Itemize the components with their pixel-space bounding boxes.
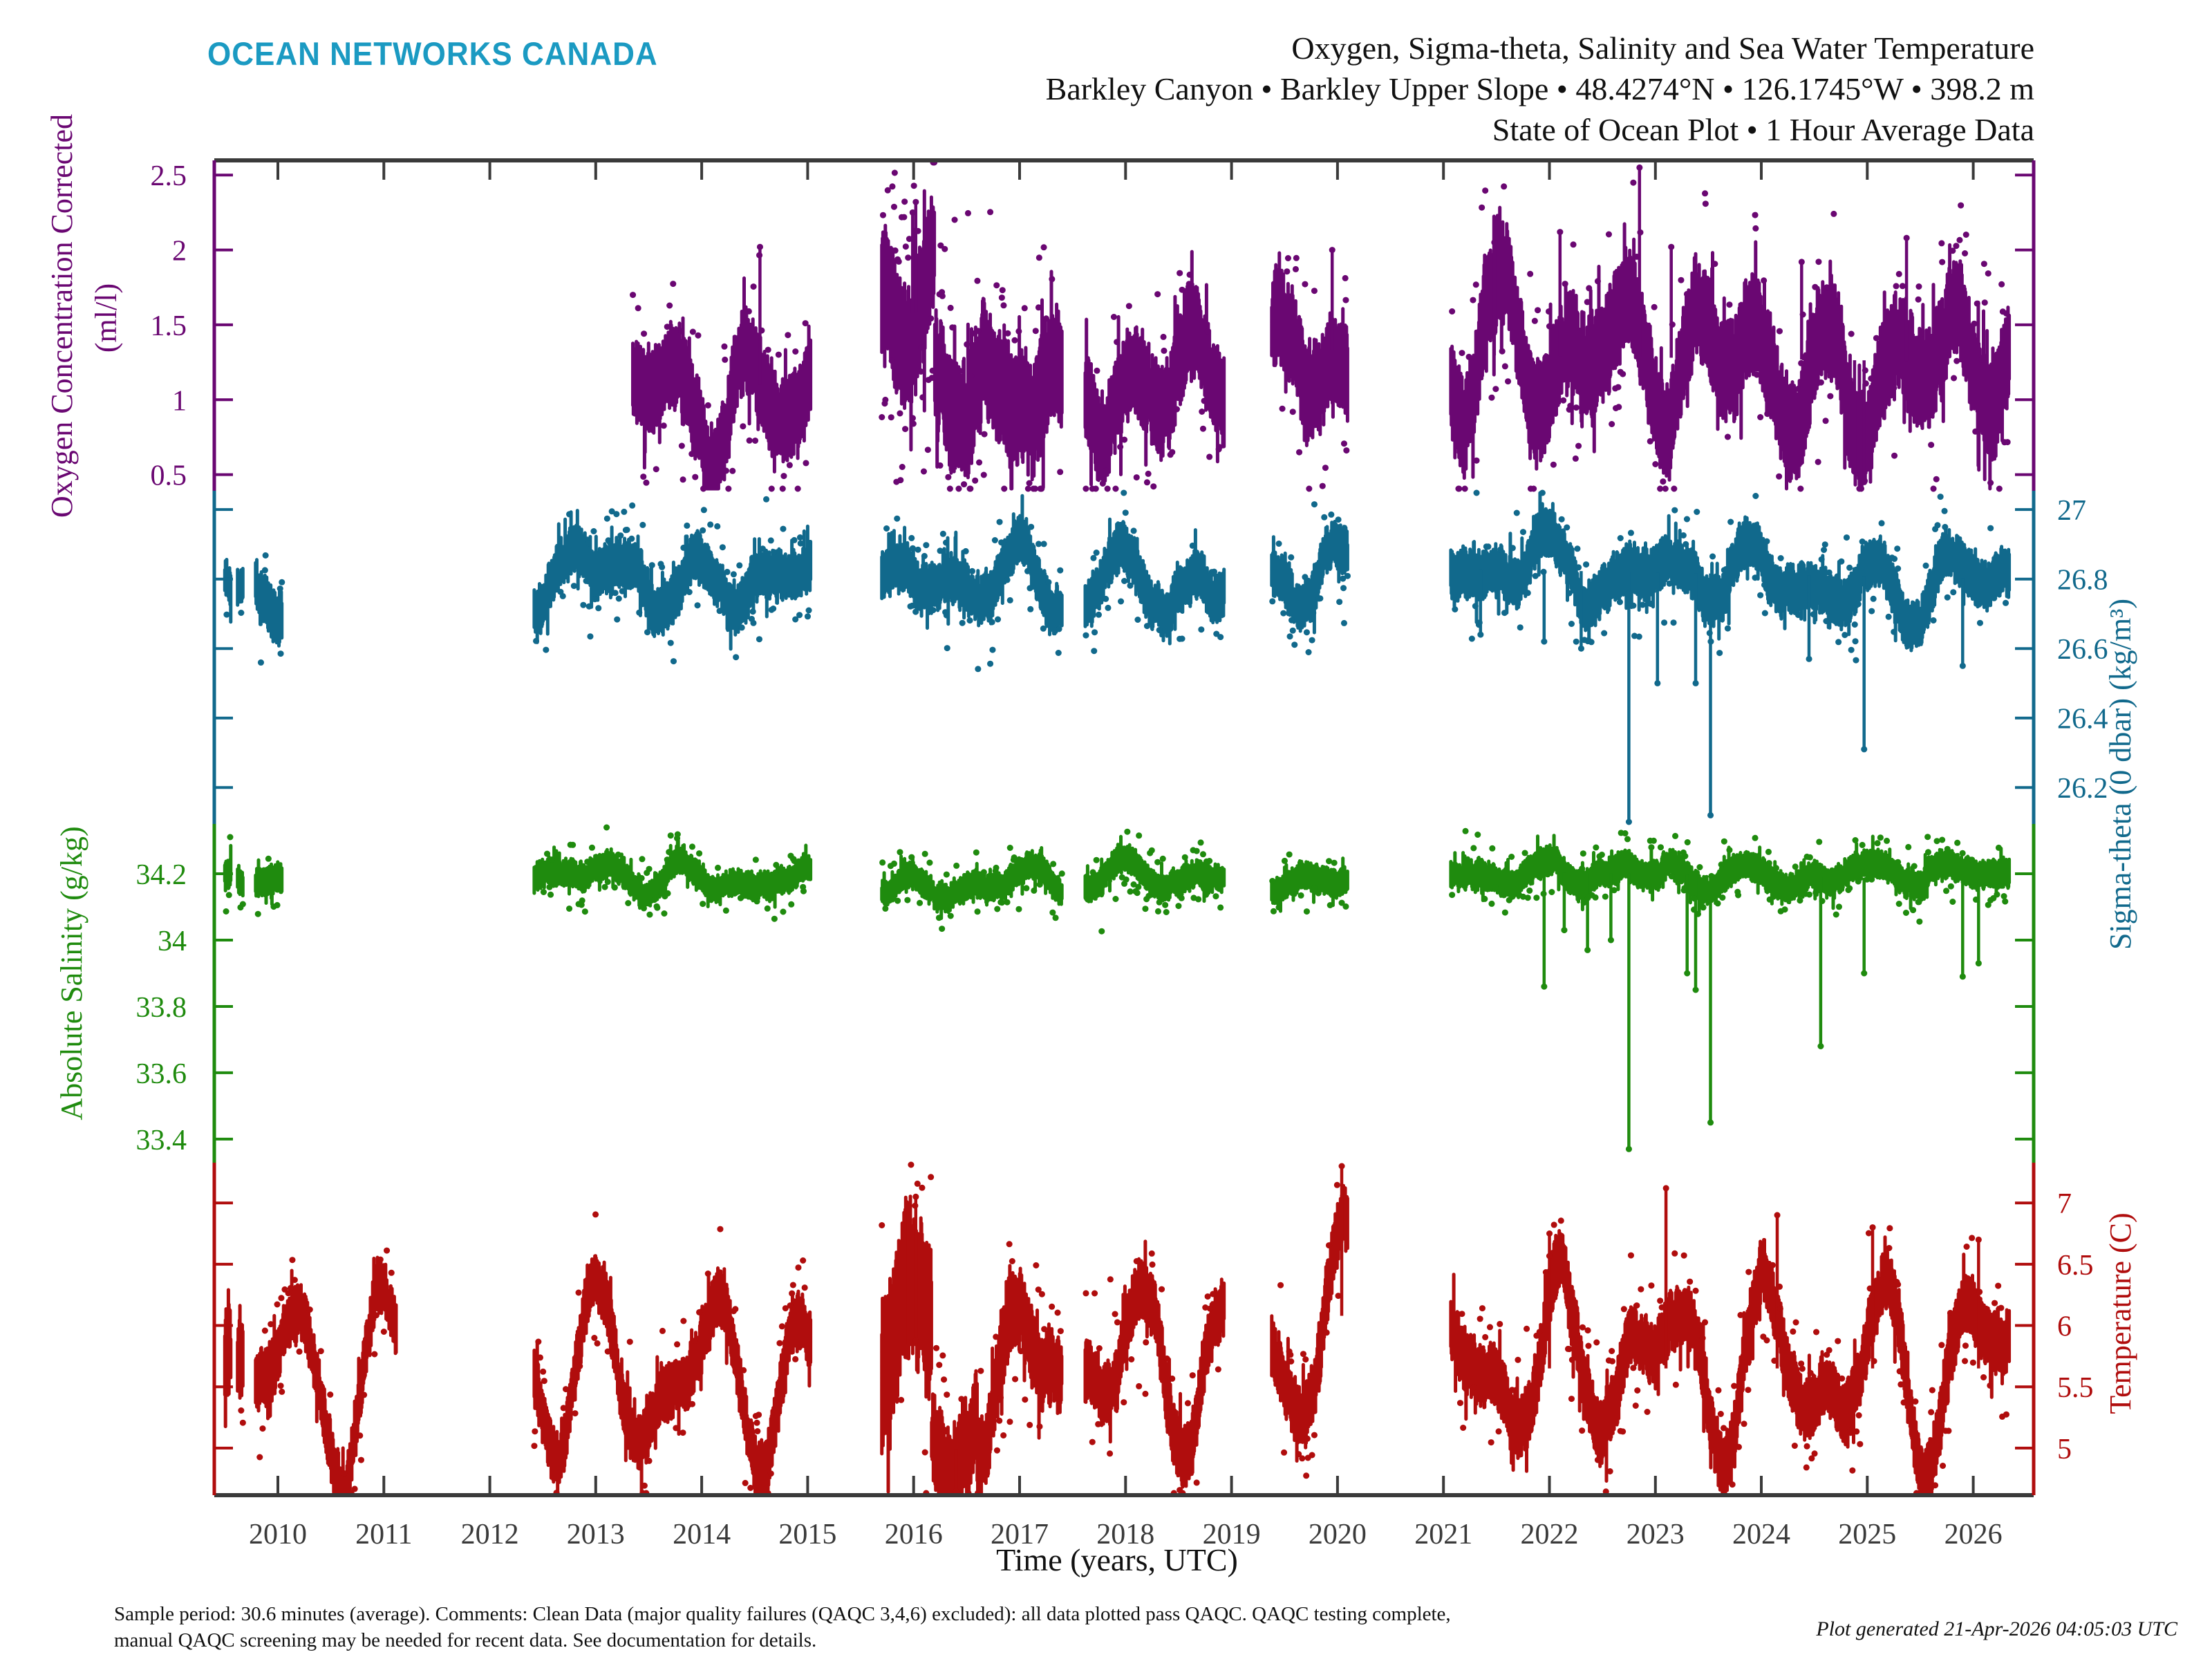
salinity-outlier-dots bbox=[223, 824, 2009, 1152]
sigma_theta-tick-label: 26.4 bbox=[2057, 704, 2108, 735]
salinity-tick-label: 34.2 bbox=[136, 859, 187, 891]
sigma_theta-data-points bbox=[223, 491, 2012, 653]
x-tick-label: 2020 bbox=[1309, 1519, 1367, 1550]
temperature-axis-spine bbox=[212, 1163, 2036, 1495]
temperature-data-points bbox=[223, 1183, 2012, 1495]
generated-timestamp: Plot generated 21-Apr-2026 04:05:03 UTC bbox=[1816, 1618, 2177, 1640]
temperature-tick-label: 6 bbox=[2057, 1311, 2072, 1343]
salinity-tick-label: 33.6 bbox=[136, 1058, 187, 1090]
x-tick-label: 2018 bbox=[1096, 1519, 1154, 1550]
oxygen-tick-label: 2 bbox=[172, 236, 187, 268]
onc-logo: OCEAN NETWORKS CANADA bbox=[207, 36, 658, 73]
plot-title-line1: Oxygen, Sigma-theta, Salinity and Sea Wa… bbox=[1291, 30, 2034, 66]
x-tick-label: 2013 bbox=[567, 1519, 625, 1550]
oxygen-tick-label: 1 bbox=[172, 385, 187, 417]
x-tick-marks bbox=[276, 160, 1975, 1495]
temperature-spikes bbox=[906, 1166, 1980, 1491]
footnote-line2: manual QAQC screening may be needed for … bbox=[114, 1629, 817, 1651]
temperature-tick-label: 7 bbox=[2057, 1188, 2072, 1220]
oxygen-tick-label: 0.5 bbox=[151, 460, 187, 492]
sigma_theta-tick-marks bbox=[214, 508, 2034, 789]
axis-label-layer: Oxygen Concentration Corrected (ml/l) Si… bbox=[45, 114, 2137, 1577]
plot-frame bbox=[214, 158, 2034, 1497]
x-tick-label: 2011 bbox=[355, 1519, 412, 1550]
sigma_theta-axis-spine bbox=[212, 491, 2036, 824]
x-tick-label: 2012 bbox=[461, 1519, 519, 1550]
salinity-axis-spine bbox=[212, 824, 2036, 1163]
plot-title-line3: State of Ocean Plot • 1 Hour Average Dat… bbox=[1492, 112, 2034, 147]
temperature-tick-label: 6.5 bbox=[2057, 1250, 2094, 1282]
sigma-theta-axis-label: Sigma-theta (0 dbar) (kg/m³) bbox=[2103, 599, 2137, 950]
footnote: Sample period: 30.6 minutes (average). C… bbox=[114, 1601, 1451, 1653]
salinity-tick-label: 34 bbox=[158, 926, 187, 957]
x-tick-label: 2019 bbox=[1203, 1519, 1261, 1550]
footnote-line1: Sample period: 30.6 minutes (average). C… bbox=[114, 1603, 1451, 1625]
sigma_theta-spikes bbox=[1479, 569, 1965, 822]
oxygen-tick-label: 1.5 bbox=[151, 310, 187, 342]
temperature-tick-label: 5 bbox=[2057, 1434, 2072, 1465]
x-tick-label: 2017 bbox=[991, 1519, 1049, 1550]
sigma_theta-tick-label: 27 bbox=[2057, 495, 2086, 527]
oxygen-axis-units-label: (ml/l) bbox=[89, 283, 123, 353]
oxygen-tick-marks bbox=[214, 174, 2034, 476]
x-tick-label: 2024 bbox=[1732, 1519, 1790, 1550]
x-tick-label: 2010 bbox=[249, 1519, 307, 1550]
salinity-tick-label: 33.4 bbox=[136, 1125, 187, 1156]
x-tick-label: 2015 bbox=[778, 1519, 836, 1550]
sigma_theta-tick-label: 26.6 bbox=[2057, 634, 2108, 666]
x-tick-label: 2016 bbox=[885, 1519, 943, 1550]
salinity-spikes bbox=[1542, 872, 1980, 1150]
sigma_theta-tick-label: 26.2 bbox=[2057, 773, 2108, 805]
salinity-axis-label: Absolute Salinity (g/kg) bbox=[55, 826, 88, 1120]
temperature-tick-label: 5.5 bbox=[2057, 1372, 2094, 1404]
oxygen-axis-label: Oxygen Concentration Corrected bbox=[45, 114, 79, 518]
oxygen-outlier-dots bbox=[630, 159, 2011, 492]
x-tick-label: 2014 bbox=[673, 1519, 731, 1550]
oxygen-tick-label: 2.5 bbox=[151, 160, 187, 192]
oxygen-spikes bbox=[758, 167, 1909, 482]
data-layer bbox=[223, 159, 2012, 1497]
x-tick-label: 2022 bbox=[1521, 1519, 1579, 1550]
sigma_theta-tick-label: 26.8 bbox=[2057, 565, 2108, 597]
axis-layer: 2.5 2 1.5 1 0.5 27 26.8 26.6 26.4 26.2 34.2 34 33.8 3… bbox=[136, 158, 2108, 1550]
x-tick-label: 2023 bbox=[1627, 1519, 1685, 1550]
x-tick-label: 2021 bbox=[1414, 1519, 1472, 1550]
plot-title-block: Oxygen, Sigma-theta, Salinity and Sea Wa… bbox=[1046, 28, 2034, 150]
x-axis-label: Time (years, UTC) bbox=[996, 1542, 1238, 1577]
plot-title-line2: Barkley Canyon • Barkley Upper Slope • 4… bbox=[1045, 71, 2034, 106]
temperature-tick-marks bbox=[214, 1201, 2034, 1450]
salinity-tick-label: 33.8 bbox=[136, 992, 187, 1024]
sigma_theta-outlier-dots bbox=[223, 489, 2009, 825]
x-tick-label: 2025 bbox=[1838, 1519, 1896, 1550]
x-tick-label: 2026 bbox=[1944, 1519, 2003, 1550]
temperature-axis-label: Temperature (C) bbox=[2103, 1212, 2137, 1414]
salinity-tick-marks bbox=[214, 872, 2034, 1141]
salinity-data-points bbox=[223, 834, 2012, 920]
